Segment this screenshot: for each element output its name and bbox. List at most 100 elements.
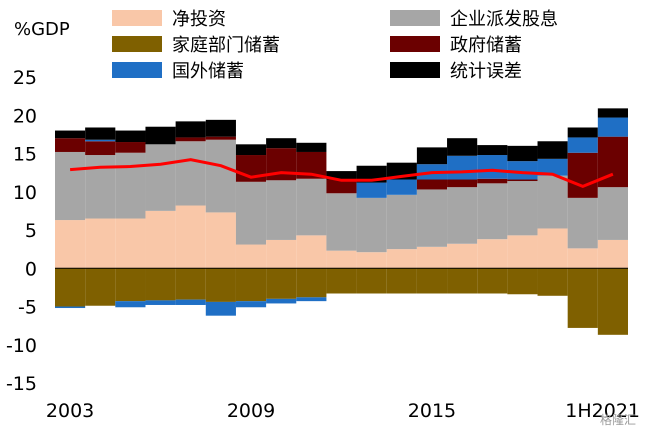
bar-segment-s3-c13 xyxy=(447,179,478,188)
bar-segment-s2-c17 xyxy=(567,268,598,328)
bar-segment-s4-c11 xyxy=(386,179,417,195)
bar-segment-s3-c5 xyxy=(205,136,236,140)
bar-segment-s5-c17 xyxy=(567,127,598,138)
bar-segment-s0-c15 xyxy=(507,235,538,269)
bar-segment-s4-c14 xyxy=(477,155,508,179)
bar-segment-s2-c7 xyxy=(266,268,297,299)
bar-segment-s4-c3 xyxy=(145,300,176,305)
bar-segment-s0-c13 xyxy=(447,243,478,269)
legend-swatch xyxy=(112,62,162,78)
bar-segment-s2-c12 xyxy=(416,268,448,294)
legend-swatch xyxy=(390,62,440,78)
legend-swatch xyxy=(390,36,440,52)
bar-segment-s4-c13 xyxy=(447,155,478,180)
x-tick-label: 2009 xyxy=(227,400,275,422)
bar-segment-s5-c16 xyxy=(537,141,568,159)
bar-segment-s4-c4 xyxy=(175,299,206,305)
bar-segment-s1-c15 xyxy=(507,181,538,236)
bar-segment-s4-c15 xyxy=(507,161,538,180)
bars-layer xyxy=(55,108,628,335)
bar-segment-s3-c9 xyxy=(326,179,357,194)
y-tick-label: 25 xyxy=(13,67,37,89)
bar-segment-s2-c3 xyxy=(145,268,176,301)
bar-segment-s1-c14 xyxy=(477,183,508,240)
legend-item: 净投资 xyxy=(112,9,226,30)
bar-segment-s0-c7 xyxy=(266,239,297,269)
legend-item: 国外储蓄 xyxy=(112,61,244,82)
bar-segment-s1-c17 xyxy=(567,197,598,249)
bar-segment-s4-c10 xyxy=(356,182,387,198)
bar-segment-s2-c18 xyxy=(597,268,628,335)
y-axis-label: %GDP xyxy=(14,19,70,40)
bar-segment-s5-c6 xyxy=(235,144,267,156)
bar-segment-s0-c14 xyxy=(477,239,508,269)
bar-segment-s0-c9 xyxy=(326,250,357,269)
legend-label: 净投资 xyxy=(172,9,226,30)
legend-label: 政府储蓄 xyxy=(450,35,522,56)
bar-segment-s0-c5 xyxy=(205,212,236,269)
bar-segment-s0-c11 xyxy=(386,249,417,269)
y-tick-label: -15 xyxy=(6,373,37,395)
bar-segment-s1-c4 xyxy=(175,141,206,206)
bar-segment-s0-c0 xyxy=(55,220,86,269)
bar-segment-s4-c1 xyxy=(85,139,116,142)
bar-segment-s4-c16 xyxy=(537,158,568,176)
bar-segment-s5-c15 xyxy=(507,145,538,162)
legend-label: 国外储蓄 xyxy=(172,61,244,82)
bar-segment-s3-c1 xyxy=(85,141,116,156)
bar-segment-s1-c1 xyxy=(85,155,116,219)
bar-segment-s5-c18 xyxy=(597,108,628,118)
bar-segment-s2-c15 xyxy=(507,268,538,295)
bar-segment-s5-c3 xyxy=(145,126,176,145)
bar-segment-s2-c16 xyxy=(537,268,568,296)
bar-segment-s3-c12 xyxy=(416,179,448,190)
legend-label: 企业派发股息 xyxy=(450,9,558,30)
bar-segment-s1-c13 xyxy=(447,187,478,244)
bar-segment-s4-c2 xyxy=(115,301,146,308)
bar-segment-s4-c8 xyxy=(296,297,327,302)
bar-segment-s2-c0 xyxy=(55,268,86,307)
legend-swatch xyxy=(112,36,162,52)
bar-segment-s2-c10 xyxy=(356,268,387,294)
bar-segment-s4-c0 xyxy=(55,306,86,309)
bar-segment-s0-c1 xyxy=(85,218,116,269)
bar-segment-s2-c1 xyxy=(85,268,116,306)
x-tick-label: 2015 xyxy=(408,400,456,422)
bar-segment-s1-c8 xyxy=(296,178,327,236)
line-series xyxy=(69,158,614,189)
bar-segment-s0-c12 xyxy=(416,246,448,269)
bar-segment-s4-c17 xyxy=(567,137,598,153)
bar-segment-s2-c5 xyxy=(205,268,236,302)
bar-segment-s1-c16 xyxy=(537,175,568,229)
watermark: 格隆汇 xyxy=(600,412,636,427)
bar-segment-s3-c4 xyxy=(175,137,206,142)
bar-segment-s5-c13 xyxy=(447,138,478,156)
legend-item: 企业派发股息 xyxy=(390,9,558,30)
legend-item: 统计误差 xyxy=(390,61,522,82)
bar-segment-s1-c2 xyxy=(115,152,146,219)
bar-segment-s1-c11 xyxy=(386,194,417,250)
bar-segment-s5-c0 xyxy=(55,130,86,139)
bar-segment-s1-c3 xyxy=(145,144,176,211)
bar-segment-s1-c6 xyxy=(235,181,267,245)
bar-segment-s0-c16 xyxy=(537,228,568,269)
legend-label: 家庭部门储蓄 xyxy=(172,35,280,56)
bar-segment-s2-c6 xyxy=(235,268,267,302)
bar-segment-s0-c10 xyxy=(356,252,387,269)
bar-segment-s0-c8 xyxy=(296,235,327,269)
bar-segment-s2-c2 xyxy=(115,268,146,302)
bar-segment-s0-c4 xyxy=(175,205,206,269)
bar-segment-s5-c7 xyxy=(266,138,297,149)
y-tick-label: 5 xyxy=(25,220,37,242)
bar-segment-s5-c8 xyxy=(296,142,327,152)
bar-segment-s5-c14 xyxy=(477,145,508,156)
bar-segment-s3-c0 xyxy=(55,138,86,152)
axes: -15 -10 -5 0 5 10 15 20 25 2003 2009 2015 1H2021 xyxy=(6,67,640,422)
x-tick-label: 1H2021 xyxy=(565,400,640,422)
bar-segment-s2-c4 xyxy=(175,268,206,300)
bar-segment-s4-c18 xyxy=(597,117,628,137)
bar-segment-s1-c7 xyxy=(266,180,297,240)
y-tick-label: 15 xyxy=(13,144,37,166)
